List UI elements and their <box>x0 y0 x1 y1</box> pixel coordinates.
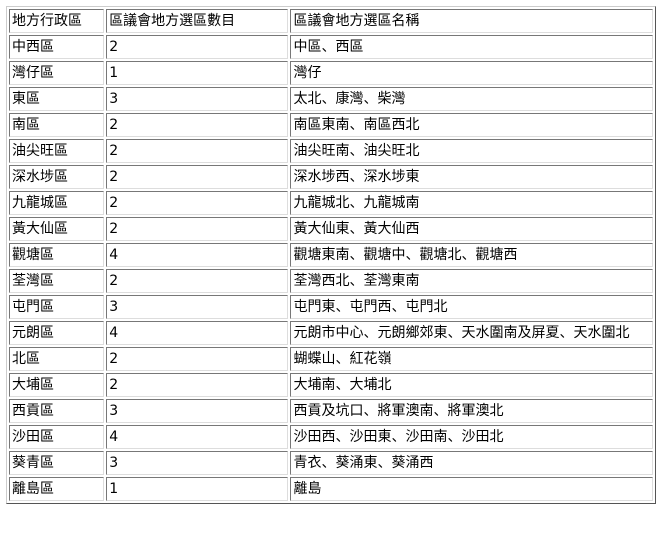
cell: 大埔區 <box>9 373 105 397</box>
data-row: 元朗區 4 元朗市中心、元朗鄉郊東、天水圍南及屏夏、天水圍北 <box>9 321 653 345</box>
header-row: 地方行政區 區議會地方選區數目 區議會地方選區名稱 <box>9 9 653 33</box>
cell: 九龍城區 <box>9 191 105 215</box>
data-row: 九龍城區 2 九龍城北、九龍城南 <box>9 191 653 215</box>
cell: 中區、西區 <box>290 35 653 59</box>
cell: 沙田區 <box>9 425 105 449</box>
cell: 青衣、葵涌東、葵涌西 <box>290 451 653 475</box>
cell: 2 <box>106 347 289 371</box>
cell: 屯門區 <box>9 295 105 319</box>
cell: 南區東南、南區西北 <box>290 113 653 137</box>
header-cell: 地方行政區 <box>9 9 105 33</box>
header-cell: 區議會地方選區名稱 <box>290 9 653 33</box>
cell: 中西區 <box>9 35 105 59</box>
cell: 東區 <box>9 87 105 111</box>
cell: 4 <box>106 425 289 449</box>
data-row: 南區 2 南區東南、南區西北 <box>9 113 653 137</box>
cell: 西貢區 <box>9 399 105 423</box>
cell: 油尖旺區 <box>9 139 105 163</box>
cell: 4 <box>106 321 289 345</box>
cell: 大埔南、大埔北 <box>290 373 653 397</box>
cell: 葵青區 <box>9 451 105 475</box>
table-body: 地方行政區 區議會地方選區數目 區議會地方選區名稱 中西區 2 中區、西區 灣仔區 1 灣仔 東區… <box>9 9 653 501</box>
cell: 元朗市中心、元朗鄉郊東、天水圍南及屏夏、天水圍北 <box>290 321 653 345</box>
data-row: 黃大仙區 2 黃大仙東、黃大仙西 <box>9 217 653 241</box>
data-row: 離島區 1 離島 <box>9 477 653 501</box>
cell: 2 <box>106 269 289 293</box>
cell: 1 <box>106 477 289 501</box>
data-row: 油尖旺區 2 油尖旺南、油尖旺北 <box>9 139 653 163</box>
district-table: 地方行政區 區議會地方選區數目 區議會地方選區名稱 中西區 2 中區、西區 灣仔區 1 灣仔 東區… <box>6 6 656 504</box>
data-row: 北區 2 蝴蝶山、紅花嶺 <box>9 347 653 371</box>
cell: 荃灣區 <box>9 269 105 293</box>
cell: 2 <box>106 217 289 241</box>
data-row: 屯門區 3 屯門東、屯門西、屯門北 <box>9 295 653 319</box>
cell: 蝴蝶山、紅花嶺 <box>290 347 653 371</box>
cell: 3 <box>106 399 289 423</box>
cell: 2 <box>106 113 289 137</box>
cell: 灣仔區 <box>9 61 105 85</box>
cell: 2 <box>106 139 289 163</box>
cell: 2 <box>106 165 289 189</box>
data-row: 深水埗區 2 深水埗西、深水埗東 <box>9 165 653 189</box>
cell: 灣仔 <box>290 61 653 85</box>
cell: 4 <box>106 243 289 267</box>
cell: 1 <box>106 61 289 85</box>
data-row: 中西區 2 中區、西區 <box>9 35 653 59</box>
cell: 油尖旺南、油尖旺北 <box>290 139 653 163</box>
data-row: 大埔區 2 大埔南、大埔北 <box>9 373 653 397</box>
cell: 離島區 <box>9 477 105 501</box>
data-row: 西貢區 3 西貢及坑口、將軍澳南、將軍澳北 <box>9 399 653 423</box>
cell: 元朗區 <box>9 321 105 345</box>
cell: 屯門東、屯門西、屯門北 <box>290 295 653 319</box>
cell: 荃灣西北、荃灣東南 <box>290 269 653 293</box>
cell: 2 <box>106 373 289 397</box>
data-row: 葵青區 3 青衣、葵涌東、葵涌西 <box>9 451 653 475</box>
cell: 離島 <box>290 477 653 501</box>
data-row: 東區 3 太北、康灣、柴灣 <box>9 87 653 111</box>
cell: 深水埗區 <box>9 165 105 189</box>
cell: 南區 <box>9 113 105 137</box>
data-row: 灣仔區 1 灣仔 <box>9 61 653 85</box>
cell: 3 <box>106 295 289 319</box>
cell: 2 <box>106 35 289 59</box>
cell: 黃大仙東、黃大仙西 <box>290 217 653 241</box>
data-row: 觀塘區 4 觀塘東南、觀塘中、觀塘北、觀塘西 <box>9 243 653 267</box>
cell: 3 <box>106 87 289 111</box>
cell: 黃大仙區 <box>9 217 105 241</box>
data-row: 荃灣區 2 荃灣西北、荃灣東南 <box>9 269 653 293</box>
cell: 太北、康灣、柴灣 <box>290 87 653 111</box>
cell: 2 <box>106 191 289 215</box>
cell: 深水埗西、深水埗東 <box>290 165 653 189</box>
cell: 九龍城北、九龍城南 <box>290 191 653 215</box>
cell: 觀塘東南、觀塘中、觀塘北、觀塘西 <box>290 243 653 267</box>
header-cell: 區議會地方選區數目 <box>106 9 289 33</box>
cell: 3 <box>106 451 289 475</box>
cell: 觀塘區 <box>9 243 105 267</box>
cell: 北區 <box>9 347 105 371</box>
cell: 西貢及坑口、將軍澳南、將軍澳北 <box>290 399 653 423</box>
data-row: 沙田區 4 沙田西、沙田東、沙田南、沙田北 <box>9 425 653 449</box>
cell: 沙田西、沙田東、沙田南、沙田北 <box>290 425 653 449</box>
